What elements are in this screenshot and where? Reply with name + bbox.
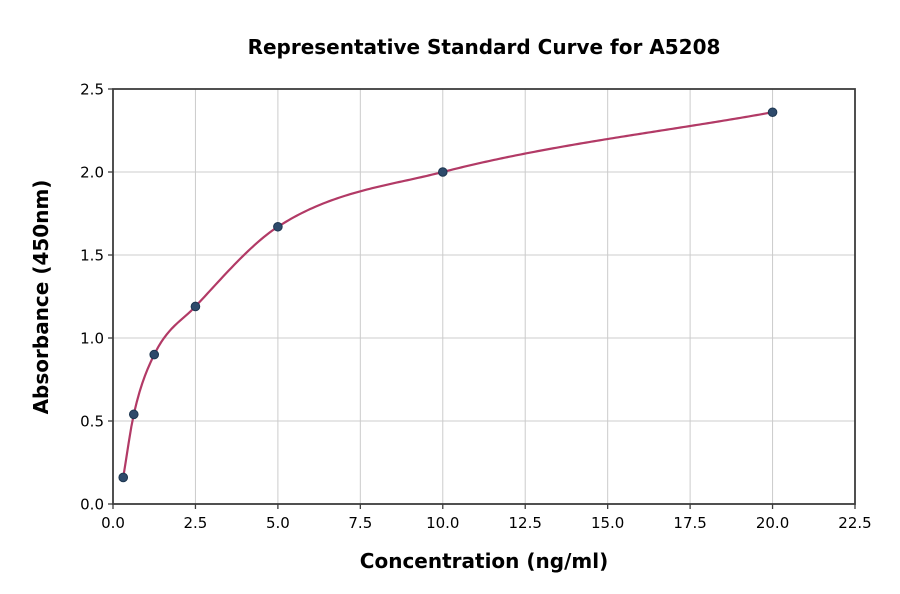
x-tick-label: 12.5 bbox=[509, 514, 542, 532]
x-tick-label: 7.5 bbox=[348, 514, 372, 532]
y-tick-label: 0.5 bbox=[80, 413, 104, 431]
x-tick-label: 0.0 bbox=[101, 514, 125, 532]
y-tick-label: 1.5 bbox=[80, 247, 104, 265]
data-point bbox=[190, 301, 201, 312]
x-axis-label: Concentration (ng/ml) bbox=[359, 549, 609, 573]
data-point bbox=[118, 472, 129, 483]
y-tick-label: 0.0 bbox=[80, 496, 104, 514]
data-point bbox=[128, 409, 139, 420]
plot-border bbox=[112, 88, 856, 505]
chart-title: Representative Standard Curve for A5208 bbox=[247, 35, 721, 59]
x-tick-label: 15.0 bbox=[591, 514, 624, 532]
data-point bbox=[767, 107, 778, 118]
y-tick-label: 2.5 bbox=[80, 81, 104, 99]
data-point bbox=[437, 167, 448, 177]
fit-curve bbox=[122, 111, 774, 479]
y-tick-label: 2.0 bbox=[80, 164, 104, 182]
x-tick-label: 5.0 bbox=[266, 514, 290, 532]
data-point bbox=[273, 221, 283, 232]
x-tick-label: 17.5 bbox=[673, 514, 706, 532]
y-tick-label: 1.0 bbox=[80, 330, 104, 348]
x-tick-label: 2.5 bbox=[184, 514, 208, 532]
x-tick-label: 22.5 bbox=[838, 514, 871, 532]
x-tick-label: 20.0 bbox=[756, 514, 789, 532]
data-point bbox=[149, 349, 160, 360]
x-tick-label: 10.0 bbox=[426, 514, 459, 532]
